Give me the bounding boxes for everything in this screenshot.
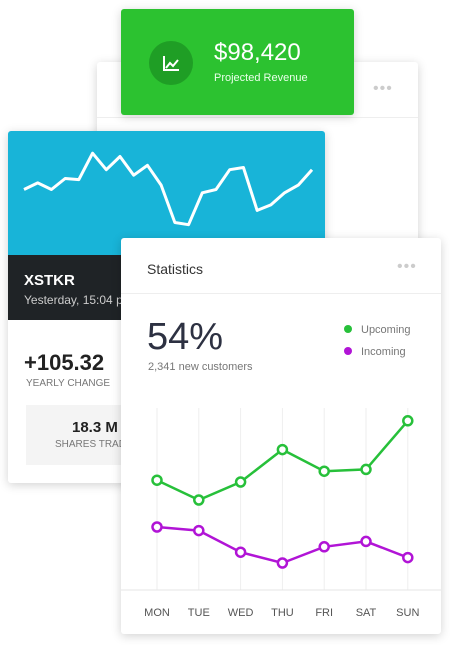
statistics-card: Statistics ••• 54% 2,341 new customers M… xyxy=(121,238,441,634)
ticker-time: Yesterday, 15:04 pm xyxy=(24,293,133,307)
point xyxy=(151,521,163,533)
revenue-value: $98,420 xyxy=(214,39,301,66)
customers: 2,341 new customers xyxy=(148,361,253,373)
point xyxy=(234,476,247,488)
divider xyxy=(97,117,418,118)
icon xyxy=(163,56,179,71)
legend-label: Incoming xyxy=(361,346,406,358)
point xyxy=(234,546,247,558)
percent: 54% xyxy=(147,316,224,358)
revenue-label: Projected Revenue xyxy=(214,72,308,84)
menu-dots[interactable]: ••• xyxy=(373,80,393,97)
x-tick-label: SAT xyxy=(356,607,377,619)
x-tick-label: THU xyxy=(271,607,294,619)
sparkline-path xyxy=(23,151,314,227)
point xyxy=(151,474,163,486)
chart-icon xyxy=(149,41,193,85)
point xyxy=(318,541,330,553)
divider xyxy=(121,293,441,294)
x-tick-label: SUN xyxy=(396,607,419,619)
point xyxy=(276,557,289,569)
change-value: +105.32 xyxy=(24,350,105,375)
point xyxy=(193,524,205,537)
point xyxy=(193,494,205,506)
x-tick-label: TUE xyxy=(188,607,210,619)
card-title: Statistics xyxy=(147,261,204,277)
point xyxy=(402,551,414,564)
menu-dots[interactable]: ••• xyxy=(397,258,417,275)
shares-value: 18.3 M xyxy=(72,419,118,436)
x-tick-label: MON xyxy=(144,607,170,619)
point xyxy=(360,463,372,476)
point xyxy=(318,465,330,477)
x-tick-label: FRI xyxy=(315,607,333,619)
point xyxy=(276,443,289,456)
sparkline xyxy=(8,131,325,255)
shares-label: SHARES TRADED xyxy=(55,439,140,450)
legend-label: Upcoming xyxy=(361,324,411,336)
revenue-card: $98,420 Projected Revenue xyxy=(121,9,354,115)
ticker: XSTKR xyxy=(24,272,75,289)
legend-dot xyxy=(344,325,352,333)
change-label: YEARLY CHANGE xyxy=(26,378,111,389)
point xyxy=(360,535,372,548)
stats-chart: MON TUE WED THU FRI SAT SUN Upcoming Incoming xyxy=(121,324,441,619)
x-tick-label: WED xyxy=(228,607,254,619)
point xyxy=(402,415,414,427)
legend-dot xyxy=(344,347,352,355)
